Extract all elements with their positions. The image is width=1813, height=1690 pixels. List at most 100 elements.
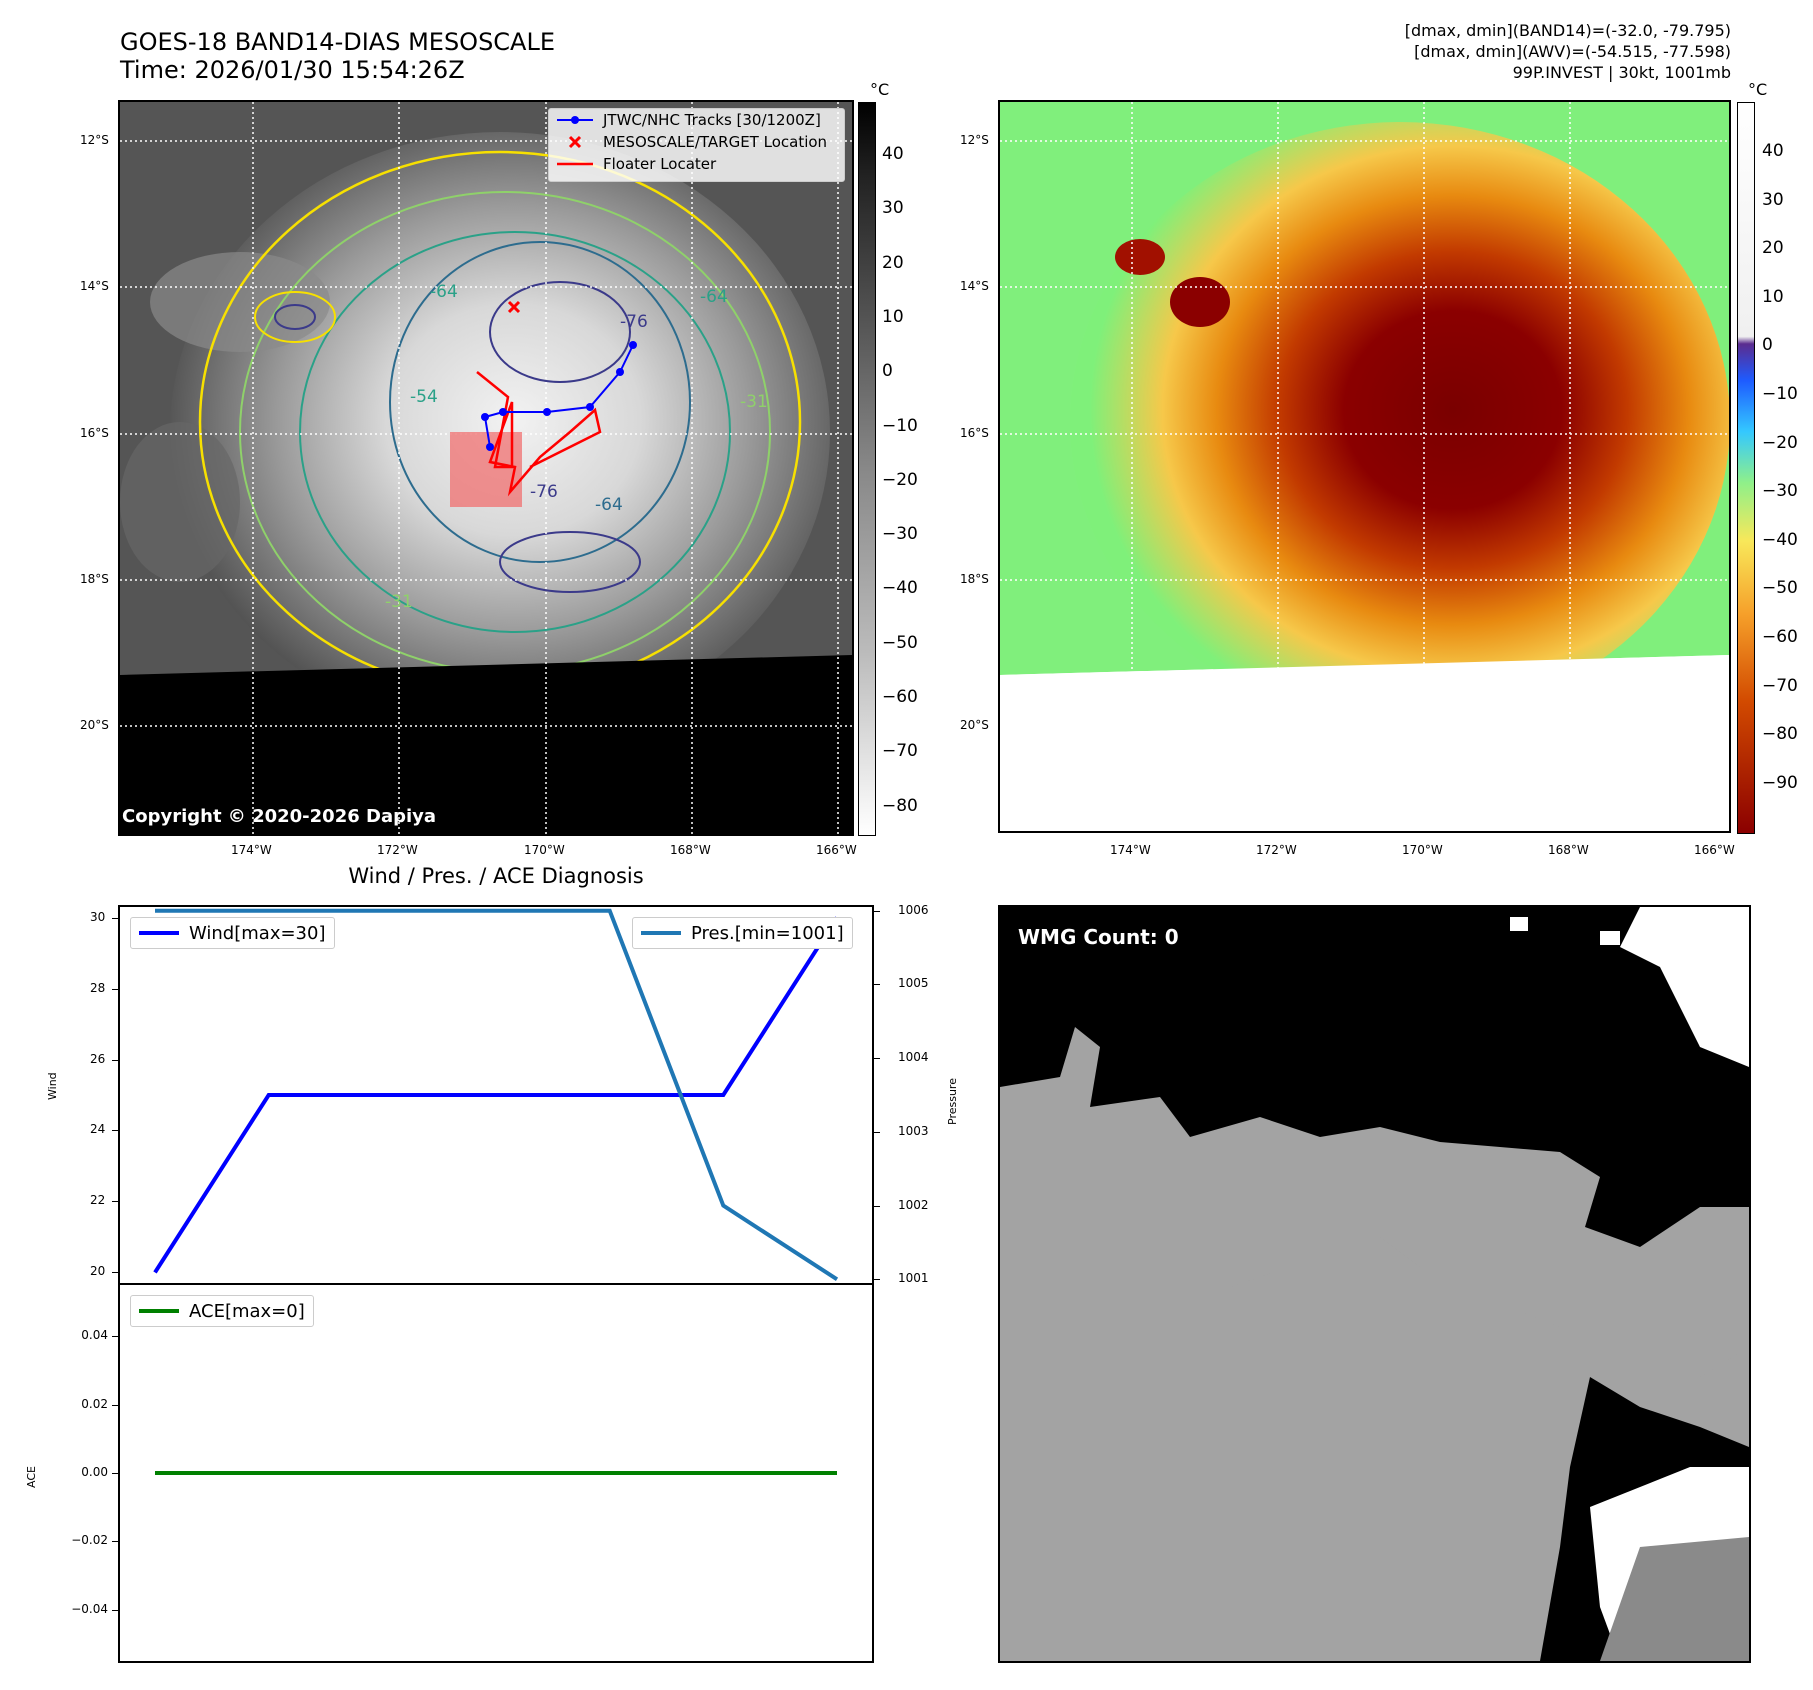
- y2-tick-label: 1001: [898, 1271, 929, 1286]
- colorbar-unit: °C: [1748, 80, 1768, 99]
- stats-awv: [dmax, dmin](AWV)=(-54.515, -77.598): [1414, 42, 1731, 61]
- band14-map-panel: -76 -64 -76 -64 -64 -31 -54 -31: [118, 100, 854, 836]
- colorbar-tick-label: 0: [882, 361, 893, 382]
- lon-label: 166°W: [816, 843, 857, 857]
- lon-label: 172°W: [377, 843, 418, 857]
- wind-pressure-chart: [153, 908, 839, 1281]
- wmg-panel: WMG Count: 0: [998, 905, 1751, 1663]
- contour-label: -31: [740, 392, 768, 412]
- y2-tick-label: 1003: [898, 1123, 929, 1138]
- y-tick-mark: [112, 1473, 118, 1474]
- y-tick-label: 20: [90, 1264, 106, 1279]
- series-line-wind: [153, 916, 839, 1274]
- lon-label: 170°W: [1402, 843, 1443, 857]
- y-tick-mark: [112, 1404, 118, 1406]
- lon-label: 170°W: [524, 843, 565, 857]
- legend-tracks: JTWC/NHC Tracks [30/1200Z]: [549, 109, 844, 131]
- lon-label: 168°W: [1548, 843, 1589, 857]
- y-tick-mark: [112, 1272, 118, 1274]
- y2-tick-mark: [874, 910, 880, 912]
- y-tick-mark: [112, 917, 118, 919]
- ace-panel: [118, 1283, 874, 1663]
- colorbar-tick-label: −40: [1762, 529, 1798, 550]
- lon-label: 174°W: [231, 843, 272, 857]
- legend-wind: Wind[max=30]: [130, 917, 335, 949]
- colorbar-tick-label: −40: [882, 578, 918, 599]
- lat-label: 16°S: [80, 426, 109, 440]
- target-marker: [507, 300, 521, 314]
- colorbar-tick-label: −50: [882, 632, 918, 653]
- colorbar-tick-label: −80: [882, 795, 918, 816]
- y-tick-label: 24: [90, 1122, 106, 1137]
- colorbar-tick-label: −60: [1762, 627, 1798, 647]
- y-tick-label: −0.04: [71, 1601, 108, 1616]
- colorbar-tick-label: −90: [1762, 772, 1798, 793]
- colorbar-unit: °C: [870, 80, 890, 99]
- wind-pressure-panel: [118, 905, 874, 1285]
- y2-tick-label: 1004: [898, 1050, 929, 1065]
- colorbar-tick-label: −50: [1762, 578, 1798, 599]
- contour-label: -76: [530, 482, 558, 502]
- y2-tick-mark: [874, 1058, 880, 1060]
- wmg-count-label: WMG Count: 0: [1018, 925, 1179, 949]
- map-legend: JTWC/NHC Tracks [30/1200Z] MESOSCALE/TAR…: [548, 108, 845, 182]
- contour-label: -64: [430, 282, 458, 302]
- lat-label: 18°S: [80, 572, 109, 586]
- stats-storm: 99P.INVEST | 30kt, 1001mb: [1512, 63, 1731, 82]
- y-axis-label-wind: Wind: [46, 1072, 59, 1100]
- legend-ace: ACE[max=0]: [130, 1295, 314, 1327]
- colorbar-tick-label: −70: [1762, 675, 1798, 696]
- chart-timestamp: Time: 2026/01/30 15:54:26Z: [120, 56, 465, 84]
- colorbar-tick-label: 30: [1762, 189, 1784, 210]
- y-tick-mark: [112, 1201, 118, 1203]
- y-tick-label: 22: [90, 1193, 106, 1208]
- y-tick-label: −0.02: [71, 1533, 108, 1548]
- diagnosis-title: Wind / Pres. / ACE Diagnosis: [348, 864, 644, 888]
- contour-label: -76: [620, 312, 648, 332]
- wmg-map: [1000, 907, 1749, 1661]
- legend-floater: Floater Locater: [557, 155, 717, 173]
- lat-label: 20°S: [80, 718, 109, 732]
- y-tick-label: 26: [90, 1051, 106, 1066]
- y2-tick-mark: [874, 1279, 880, 1281]
- colorbar-tick-label: 10: [882, 306, 904, 327]
- y2-tick-label: 1002: [898, 1197, 929, 1212]
- y-tick-mark: [112, 1059, 118, 1061]
- colorbar-tick-label: −20: [882, 469, 918, 490]
- contour-label: -64: [595, 495, 623, 515]
- y2-tick-label: 1006: [898, 902, 929, 917]
- colorbar-tick-label: 20: [882, 252, 904, 273]
- colorbar-tick-label: −10: [1762, 384, 1798, 404]
- colorbar-band14: [858, 102, 876, 836]
- awv-map: [1000, 102, 1729, 831]
- y-tick-mark: [112, 1130, 118, 1132]
- lon-label: 174°W: [1110, 843, 1151, 857]
- colorbar-tick-label: 40: [1762, 141, 1784, 161]
- colorbar-tick-label: −80: [1762, 724, 1798, 745]
- colorbar-tick-label: 40: [882, 144, 904, 164]
- y-tick-label: 28: [90, 980, 106, 995]
- y2-tick-label: 1005: [898, 976, 929, 991]
- contour-label: -54: [410, 387, 438, 407]
- lon-label: 168°W: [670, 843, 711, 857]
- y-tick-label: 30: [90, 909, 106, 924]
- y2-tick-mark: [874, 984, 880, 986]
- y-axis-label-ace: ACE: [25, 1466, 38, 1488]
- contour-label: -64: [700, 287, 728, 307]
- lat-label: 12°S: [80, 133, 109, 147]
- awv-map-panel: [998, 100, 1731, 833]
- colorbar-tick-label: −70: [882, 741, 918, 762]
- band14-map: -76 -64 -76 -64 -64 -31 -54 -31: [120, 102, 852, 834]
- colorbar-tick-label: 30: [882, 198, 904, 219]
- colorbar-tick-label: 0: [1762, 335, 1773, 356]
- contour-label: -31: [385, 592, 413, 612]
- lat-label: 18°S: [960, 572, 989, 586]
- ace-chart: [155, 1471, 837, 1475]
- lat-label: 14°S: [80, 279, 109, 293]
- lat-label: 12°S: [960, 133, 989, 147]
- colorbar-tick-label: −60: [882, 687, 918, 707]
- y-tick-mark: [112, 988, 118, 990]
- colorbar-tick-label: −30: [1762, 481, 1798, 502]
- y-axis-label-pressure: Pressure: [946, 1078, 959, 1125]
- copyright-text: Copyright © 2020-2026 Dapiya: [122, 806, 437, 827]
